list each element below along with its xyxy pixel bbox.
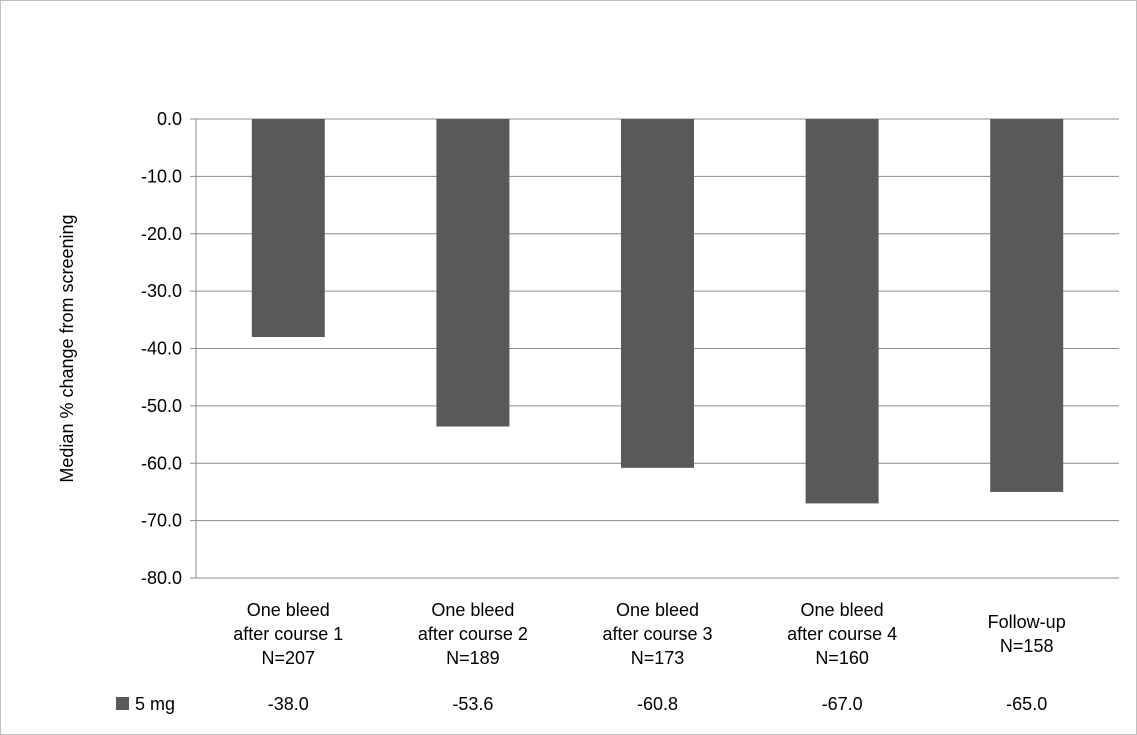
bar xyxy=(251,119,325,338)
legend-label: 5 mg xyxy=(135,694,175,714)
y-tick-label: -20.0 xyxy=(141,224,182,244)
bar xyxy=(805,119,879,504)
data-table: -38.0 -53.6 -60.8 -67.0 -65.0 5 mg xyxy=(116,694,1047,714)
y-axis-title: Median % change from screening xyxy=(57,214,77,482)
y-tick-labels: 0.0 -10.0 -20.0 -30.0 -40.0 -50.0 -60.0 -70.0 -8… xyxy=(141,109,182,588)
y-tick-label: -60.0 xyxy=(141,453,182,473)
x-category-label: One bleed after course 1 N=207 xyxy=(233,600,343,668)
legend-swatch xyxy=(116,697,129,710)
x-category-labels: One bleed after course 1 N=207 One bleed aft… xyxy=(233,600,1065,668)
y-tick-label: -80.0 xyxy=(141,568,182,588)
y-tick-label: -30.0 xyxy=(141,281,182,301)
y-tick-label: 0.0 xyxy=(157,109,182,129)
data-table-value: -65.0 xyxy=(1006,694,1047,714)
bars xyxy=(251,119,1064,504)
data-table-value: -60.8 xyxy=(637,694,678,714)
y-tick-label: -40.0 xyxy=(141,339,182,359)
x-category-label: Follow-up N=158 xyxy=(988,612,1066,656)
y-tick-label: -10.0 xyxy=(141,166,182,186)
data-table-value: -53.6 xyxy=(452,694,493,714)
x-category-label: One bleed after course 3 N=173 xyxy=(602,600,712,668)
x-category-label: One bleed after course 4 N=160 xyxy=(787,600,897,668)
bar xyxy=(436,119,510,427)
y-tick-label: -70.0 xyxy=(141,511,182,531)
x-category-label: One bleed after course 2 N=189 xyxy=(418,600,528,668)
data-table-value: -67.0 xyxy=(822,694,863,714)
bar xyxy=(621,119,694,468)
y-tick-label: -50.0 xyxy=(141,396,182,416)
bar xyxy=(990,119,1064,492)
data-table-value: -38.0 xyxy=(268,694,309,714)
axes xyxy=(190,118,197,579)
